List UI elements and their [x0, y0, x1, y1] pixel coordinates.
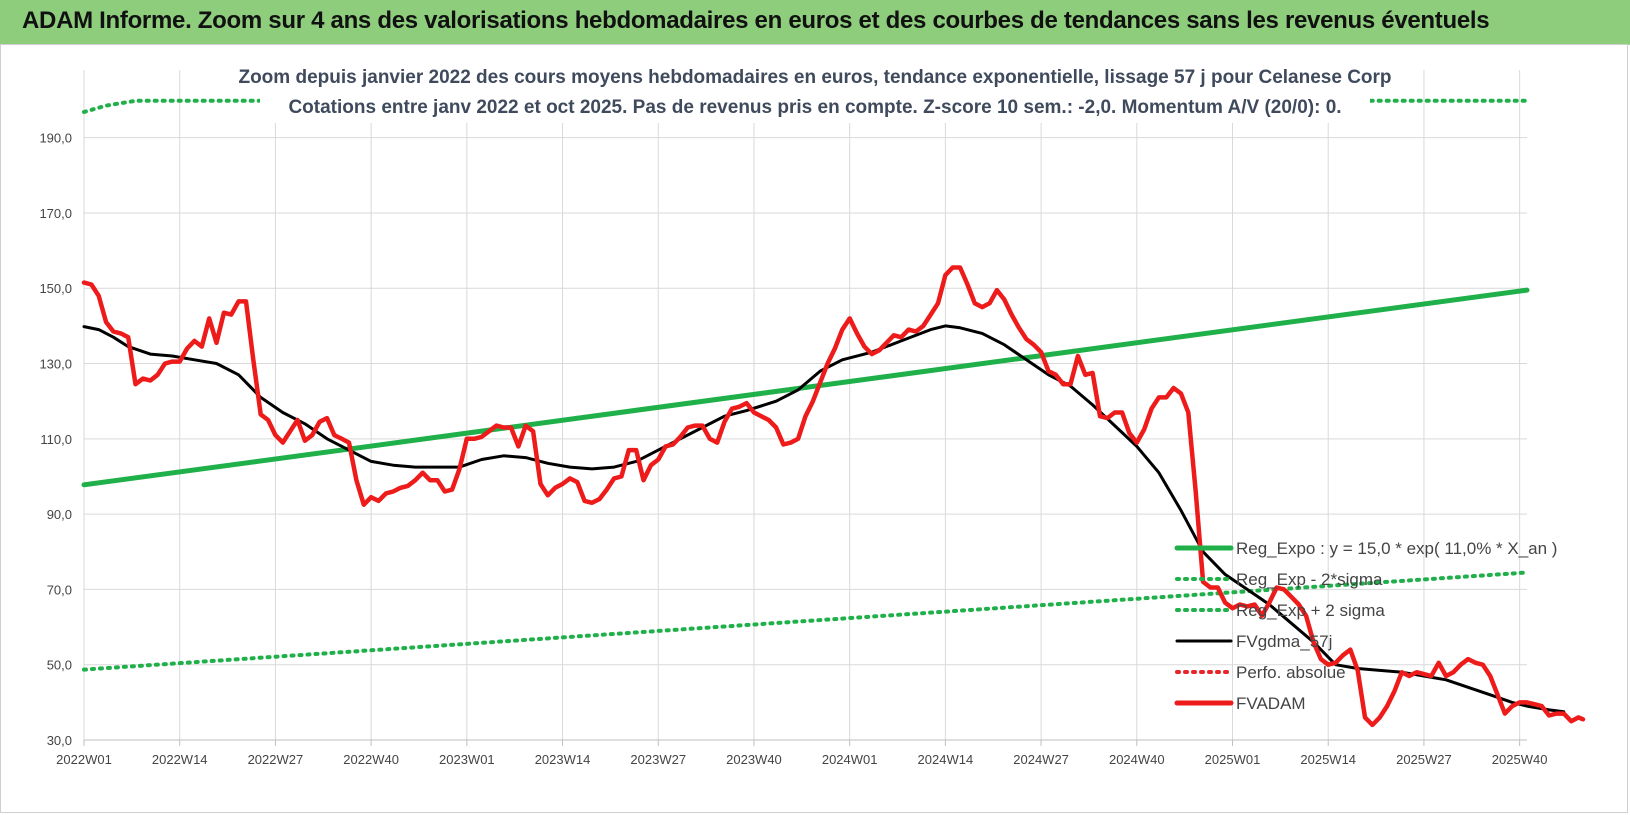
x-tick-label: 2025W01	[1205, 752, 1261, 767]
y-tick-label: 130,0	[39, 357, 72, 372]
legend-fvgdma-label: FVgdma_57j	[1236, 632, 1332, 651]
y-tick-label: 70,0	[47, 582, 72, 597]
x-tick-label: 2022W14	[152, 752, 208, 767]
y-tick-label: 30,0	[47, 733, 72, 748]
x-tick-label: 2024W14	[918, 752, 974, 767]
legend-reg-minus-label: Reg_Exp - 2*sigma	[1236, 570, 1383, 589]
legend-perfo-label: Perfo. absolue	[1236, 663, 1346, 682]
reg-minus-2sigma-line	[82, 570, 1529, 672]
legend-fvadam-label: FVADAM	[1236, 694, 1306, 713]
chart-subtitle-line1: Zoom depuis janvier 2022 des cours moyen…	[238, 67, 1391, 88]
fvadam-line	[81, 265, 1586, 728]
legend: Reg_Expo : y = 15,0 * exp( 11,0% * X_an …	[1174, 539, 1557, 713]
x-tick-label: 2025W27	[1396, 752, 1452, 767]
x-tick-label: 2025W14	[1300, 752, 1356, 767]
x-tick-label: 2024W40	[1109, 752, 1165, 767]
series-layer	[81, 98, 1586, 728]
x-tick-label: 2025W40	[1492, 752, 1548, 767]
y-tick-label: 190,0	[39, 131, 72, 146]
axes: 30,0 50,0 70,0 90,0 110,0 130,0 150,0 170,0 190,…	[39, 131, 1547, 767]
reg-plus-2sigma-line	[82, 98, 1529, 114]
chart-subtitle-line2: Cotations entre janv 2022 et oct 2025. P…	[288, 97, 1341, 118]
x-tick-label: 2024W01	[822, 752, 878, 767]
title-banner: ADAM Informe. Zoom sur 4 ans des valoris…	[0, 0, 1630, 45]
x-tick-label: 2023W40	[726, 752, 782, 767]
x-tick-label: 2022W40	[343, 752, 399, 767]
legend-reg-plus-label: Reg_Exp + 2 sigma	[1236, 601, 1385, 620]
reg-expo-line	[81, 287, 1530, 488]
y-tick-label: 110,0	[40, 432, 72, 447]
y-tick-label: 50,0	[47, 658, 72, 673]
legend-reg-expo-label: Reg_Expo : y = 15,0 * exp( 11,0% * X_an …	[1236, 539, 1557, 558]
x-tick-label: 2022W27	[248, 752, 304, 767]
y-tick-label: 150,0	[39, 281, 72, 296]
x-tick-label: 2023W01	[439, 752, 495, 767]
y-tick-label: 170,0	[39, 206, 72, 221]
x-tick-label: 2023W27	[630, 752, 686, 767]
y-tick-label: 90,0	[47, 507, 72, 522]
x-tick-label: 2022W01	[56, 752, 112, 767]
banner-title: ADAM Informe. Zoom sur 4 ans des valoris…	[22, 7, 1490, 34]
fvgdma-line	[82, 324, 1566, 714]
subtitle-backdrop	[260, 57, 1370, 123]
x-tick-label: 2024W27	[1013, 752, 1069, 767]
x-tick-label: 2023W14	[535, 752, 591, 767]
